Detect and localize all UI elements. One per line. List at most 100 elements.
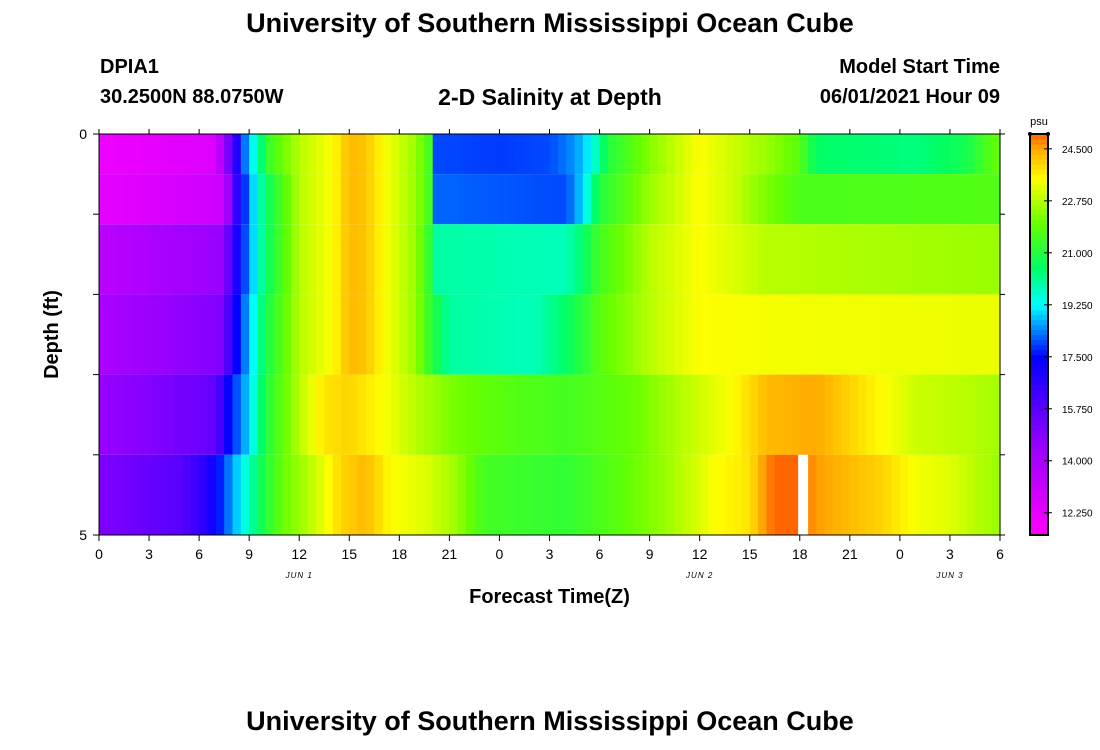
heatmap-cell (733, 134, 742, 175)
heatmap-cell (324, 454, 334, 535)
heatmap-cell (883, 374, 893, 455)
heatmap-cell (616, 374, 626, 455)
heatmap-cell (808, 294, 818, 375)
heatmap-cell (174, 294, 184, 375)
heatmap-cell (557, 224, 567, 295)
heatmap-cell (657, 454, 667, 535)
heatmap-cell (916, 224, 926, 295)
colorbar-segment (1030, 269, 1048, 275)
heatmap-cell (874, 374, 884, 455)
heatmap-cell (791, 134, 801, 175)
heatmap-cell (699, 454, 709, 535)
missing-data-gap (798, 454, 809, 535)
heatmap-cell (883, 174, 893, 225)
heatmap-cell (449, 294, 459, 375)
heatmap-cell (424, 374, 434, 455)
heatmap-cell (974, 224, 984, 295)
heatmap-cell (632, 134, 642, 175)
heatmap-cell (357, 454, 367, 535)
heatmap-cell (774, 224, 784, 295)
colorbar-segment (1030, 329, 1048, 336)
heatmap-cell (432, 374, 442, 455)
heatmap-cell (132, 174, 142, 225)
heatmap-cell (858, 134, 868, 175)
heatmap-cell (574, 174, 584, 225)
heatmap-cell (674, 224, 684, 295)
heatmap-cell (933, 174, 943, 225)
heatmap-cell (724, 174, 734, 225)
heatmap-cell (290, 454, 300, 535)
heatmap-cell (966, 294, 976, 375)
heatmap-cell (557, 294, 567, 375)
heatmap-cell (649, 224, 659, 295)
heatmap-cell (632, 374, 642, 455)
heatmap-cell (174, 454, 184, 535)
heatmap-cell (399, 174, 409, 225)
heatmap-cell (240, 224, 250, 295)
colorbar-segment (1030, 234, 1048, 240)
heatmap-cell (232, 294, 242, 375)
colorbar-segment (1030, 474, 1048, 481)
heatmap-cell (691, 454, 701, 535)
heatmap-cell (599, 224, 609, 295)
colorbar-segment (1030, 319, 1048, 326)
heatmap-cell (758, 224, 767, 295)
heatmap-cell (624, 224, 634, 295)
heatmap-cell (532, 134, 542, 175)
heatmap-cell (808, 454, 818, 535)
heatmap-cell (357, 224, 367, 295)
heatmap-cell (365, 374, 375, 455)
heatmap-cell (149, 174, 158, 225)
colorbar-segment (1030, 359, 1048, 366)
heatmap-cell (974, 134, 984, 175)
station-id: DPIA1 (100, 56, 159, 78)
colorbar-segment (1030, 299, 1048, 306)
heatmap-cell (349, 454, 359, 535)
heatmap-cell (340, 224, 350, 295)
heatmap-cell (966, 224, 976, 295)
heatmap-cell (482, 294, 492, 375)
heatmap-cell (691, 224, 701, 295)
heatmap-cell (482, 224, 492, 295)
heatmap-cell (140, 294, 150, 375)
heatmap-cell (374, 454, 384, 535)
heatmap-cell (624, 294, 634, 375)
heatmap-cell (399, 224, 409, 295)
heatmap-cell (632, 294, 642, 375)
heatmap-cell (257, 374, 267, 455)
heatmap-cell (799, 134, 809, 175)
heatmap-cell (382, 294, 392, 375)
heatmap-cell (708, 174, 717, 225)
heatmap-cell (958, 174, 968, 225)
colorbar-segment (1030, 249, 1048, 255)
heatmap-cell (749, 224, 759, 295)
heatmap-cell (816, 224, 826, 295)
heatmap-cell (891, 374, 901, 455)
heatmap-cell (424, 224, 434, 295)
heatmap-cell (507, 134, 517, 175)
heatmap-cell (708, 224, 717, 295)
heatmap-cell (532, 374, 542, 455)
heatmap-cell (566, 134, 576, 175)
heatmap-cell (340, 374, 350, 455)
heatmap-cell (983, 134, 993, 175)
heatmap-cell (524, 224, 534, 295)
heatmap-cell (841, 294, 851, 375)
heatmap-cell (482, 134, 492, 175)
heatmap-cell (557, 174, 567, 225)
heatmap-cell (182, 224, 192, 295)
colorbar-segment (1030, 224, 1048, 230)
heatmap-cell (557, 374, 567, 455)
heatmap-cell (632, 174, 642, 225)
heatmap-cell (582, 294, 592, 375)
colorbar-segment (1030, 369, 1048, 376)
colorbar-segment (1030, 384, 1048, 391)
heatmap-cell (866, 174, 876, 225)
colorbar-segment (1030, 239, 1048, 245)
heatmap-cell (666, 294, 676, 375)
heatmap-cell (274, 374, 284, 455)
x-axis-title: Forecast Time(Z) (469, 586, 630, 608)
colorbar-segment (1030, 204, 1048, 210)
heatmap-cell (290, 174, 300, 225)
heatmap-cell (282, 224, 292, 295)
